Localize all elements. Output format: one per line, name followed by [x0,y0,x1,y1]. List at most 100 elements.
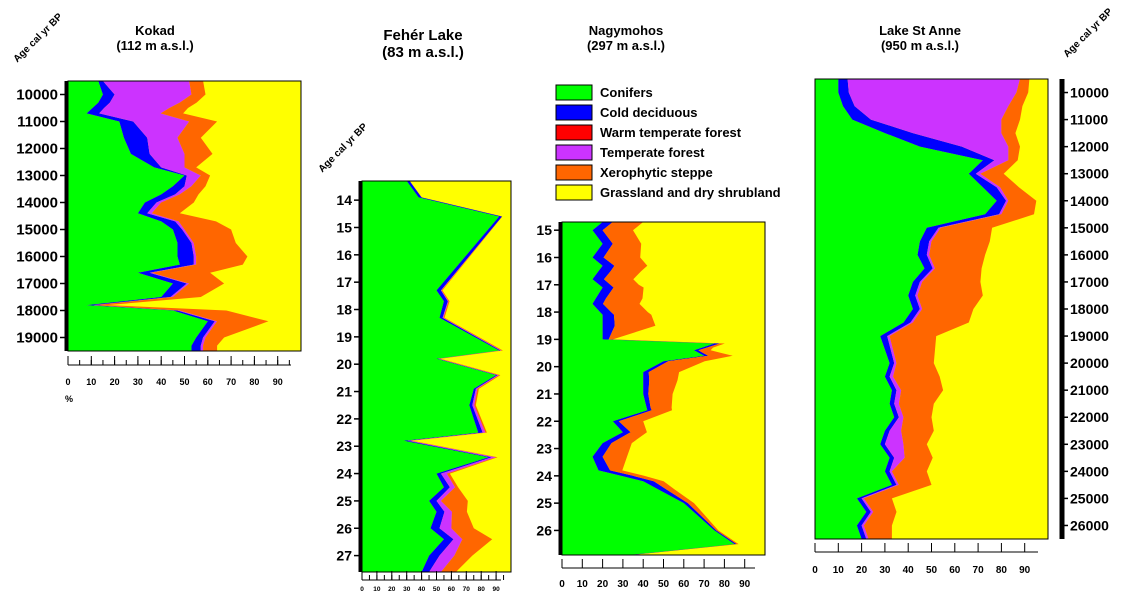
x-tick-label: 60 [678,579,690,590]
y-tick-label: 22000 [1070,409,1109,425]
band-temperate-forest [93,81,218,351]
y-tick-label: 20 [536,359,552,375]
legend-label-xerophytic-steppe: Xerophytic steppe [600,165,713,180]
x-tick-label: 0 [65,377,70,387]
x-tick-label: 0 [812,565,818,576]
x-tick-label: 40 [638,579,650,590]
x-tick-label: 0 [360,586,364,593]
x-tick-label: 90 [273,377,283,387]
x-tick-label: 40 [903,565,915,576]
panel-subtitle: (950 m a.s.l.) [881,38,959,53]
legend-swatch-conifers [555,84,593,101]
panel-subtitle: (83 m a.s.l.) [382,44,464,61]
y-tick-label: 16 [336,247,352,263]
legend-label-temperate-forest: Temperate forest [600,145,705,160]
y-tick-label: 19000 [1070,328,1109,344]
y-tick-label: 18 [536,304,552,320]
y-tick-label: 10000 [16,87,58,104]
y-tick-label: 17000 [1070,274,1109,290]
panel-lake-st-anne: Lake St Anne(950 m a.s.l.) 10000 11000 1200… [812,6,1115,576]
x-tick-label: 40 [156,377,166,387]
y-tick-label: 17 [536,277,552,293]
x-tick-label: 30 [617,579,629,590]
y-axis-label: Age cal yr BP [317,121,371,175]
x-tick-label: 80 [996,565,1008,576]
plot-frame [67,80,302,352]
y-tick-label: 22 [536,413,552,429]
panel-nagymohos: Nagymohos(297 m a.s.l.) 15 16 17 18 19 20 21 22 2… [536,23,766,590]
x-tick-label: 60 [949,565,961,576]
band-conifers [68,81,208,351]
x-tick-label: 20 [110,377,120,387]
panel-subtitle: (297 m a.s.l.) [587,38,665,53]
y-tick-label: 21 [536,386,552,402]
x-axis-label: % [65,394,73,404]
y-tick-label: 17000 [16,276,58,293]
y-tick-label: 23 [336,438,352,454]
y-tick-label: 10000 [1070,85,1109,101]
panel-title: Lake St Anne [879,23,961,38]
legend-swatch-temperate-forest [555,144,593,161]
y-tick-label: 26000 [1070,517,1109,533]
legend-label-cold-deciduous: Cold deciduous [600,105,698,120]
y-tick-label: 20 [336,356,352,372]
band-cold-deciduous [592,222,737,555]
legend-swatch-warm-temperate-forest [555,124,593,141]
x-tick-label: 30 [403,586,411,593]
x-tick-label: 60 [203,377,213,387]
x-tick-label: 40 [418,586,426,593]
y-tick-label: 16000 [16,249,58,266]
y-tick-label: 18000 [1070,301,1109,317]
y-tick-label: 24000 [1070,463,1109,479]
y-tick-label: 21000 [1070,382,1109,398]
x-tick-label: 10 [577,579,589,590]
y-axis-label: Age cal yr BP [12,11,66,65]
y-tick-label: 26 [336,520,352,536]
y-tick-label: 27 [336,548,352,564]
y-tick-label: 11000 [17,114,58,131]
x-tick-label: 50 [926,565,938,576]
y-tick-label: 18 [336,302,352,318]
x-tick-label: 20 [597,579,609,590]
y-tick-label: 13000 [16,168,58,185]
x-tick-label: 90 [739,579,751,590]
legend-swatch-grassland-and-dry-shrubland [555,184,593,201]
x-tick-label: 10 [373,586,381,593]
y-tick-label: 25 [536,495,552,511]
x-tick-label: 90 [1019,565,1031,576]
y-tick-label: 15 [336,219,352,235]
plot-frame [561,221,766,556]
panel-feh-r-lake: Fehér Lake(83 m a.s.l.) 14 15 16 17 18 19 20 21 2… [317,27,512,593]
y-tick-label: 16000 [1070,247,1109,263]
legend-label-grassland-and-dry-shrubland: Grassland and dry shrubland [600,185,781,200]
y-tick-label: 12000 [16,141,58,158]
x-tick-label: 30 [879,565,891,576]
band-conifers [362,181,500,572]
y-axis-label: Age cal yr BP [1062,6,1116,60]
panel-title: Kokad [135,23,175,38]
x-tick-label: 80 [249,377,259,387]
plot-frame [814,78,1049,540]
y-tick-label: 23000 [1070,436,1109,452]
x-tick-label: 20 [856,565,868,576]
y-tick-label: 25 [336,493,352,509]
legend-label-conifers: Conifers [600,85,653,100]
y-tick-label: 13000 [1070,166,1109,182]
panel-title: Nagymohos [589,23,663,38]
y-tick-label: 15000 [1070,220,1109,236]
x-tick-label: 60 [448,586,456,593]
x-tick-label: 10 [833,565,845,576]
y-tick-label: 24 [336,466,352,482]
x-tick-label: 50 [658,579,670,590]
legend: Conifers Cold deciduous Warm temperate for… [555,84,781,201]
x-tick-label: 90 [492,586,500,593]
panel-title: Fehér Lake [383,27,462,44]
x-tick-label: 70 [699,579,711,590]
y-tick-label: 19 [336,329,352,345]
y-tick-label: 12000 [1070,139,1109,155]
y-tick-label: 26 [536,522,552,538]
y-tick-label: 21 [336,384,352,400]
band-conifers [562,222,735,555]
x-tick-label: 30 [133,377,143,387]
